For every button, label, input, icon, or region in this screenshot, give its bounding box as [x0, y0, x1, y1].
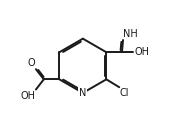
Text: Cl: Cl [120, 88, 129, 98]
Text: OH: OH [20, 91, 35, 101]
Text: O: O [28, 58, 35, 68]
Text: N: N [79, 88, 87, 98]
Text: OH: OH [134, 47, 149, 57]
Text: NH: NH [123, 29, 138, 39]
